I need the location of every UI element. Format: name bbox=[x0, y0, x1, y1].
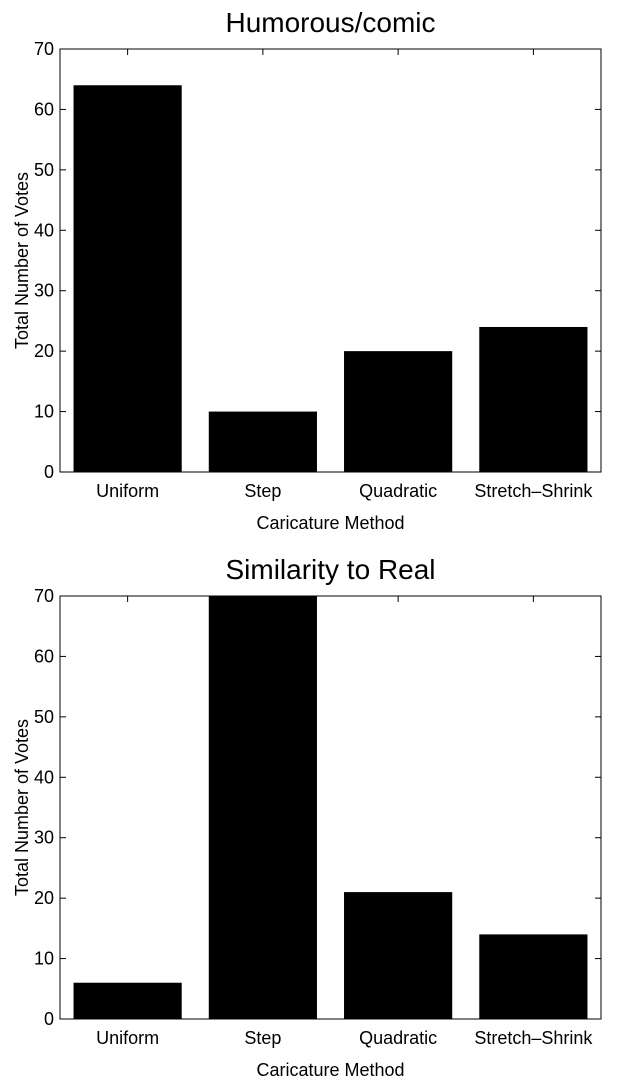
bars bbox=[73, 85, 588, 472]
bars bbox=[73, 596, 588, 1019]
y-tick-label: 10 bbox=[34, 949, 54, 969]
x-tick-label: Uniform bbox=[96, 1028, 159, 1048]
y-axis-label: Total Number of Votes bbox=[12, 719, 32, 896]
y-tick-label: 0 bbox=[44, 1009, 54, 1029]
bar-uniform bbox=[73, 982, 182, 1019]
plot-frame bbox=[59, 48, 602, 473]
x-axis-label: Caricature Method bbox=[256, 513, 404, 533]
y-tick-label: 20 bbox=[34, 888, 54, 908]
x-tick-label: Uniform bbox=[96, 481, 159, 501]
bar-step bbox=[208, 596, 317, 1019]
chart-title: Similarity to Real bbox=[225, 554, 435, 585]
bar-step bbox=[208, 411, 317, 472]
x-tick-label: Step bbox=[244, 481, 281, 501]
y-axis-label: Total Number of Votes bbox=[12, 172, 32, 349]
y-tick-label: 50 bbox=[34, 707, 54, 727]
y-tick-label: 30 bbox=[34, 281, 54, 301]
x-axis-label: Caricature Method bbox=[256, 1060, 404, 1080]
bar-quadratic bbox=[344, 892, 453, 1019]
x-tick-label: Stretch–Shrink bbox=[474, 481, 593, 501]
chart-similarity-to-real: Similarity to Real Caricature Method Tot… bbox=[12, 554, 602, 1080]
y-tick-label: 20 bbox=[34, 341, 54, 361]
x-tick-label: Quadratic bbox=[359, 1028, 437, 1048]
bar-quadratic bbox=[344, 351, 453, 472]
bar-stretch-shrink bbox=[479, 326, 588, 472]
x-tick-label: Stretch–Shrink bbox=[474, 1028, 593, 1048]
y-tick-label: 10 bbox=[34, 402, 54, 422]
chart-title: Humorous/comic bbox=[225, 7, 435, 38]
x-tick-label: Quadratic bbox=[359, 481, 437, 501]
y-tick-label: 60 bbox=[34, 99, 54, 119]
axis-ticks: 0 10 20 30 40 50 60 70 Uniform Step Quadratic Stret… bbox=[34, 586, 601, 1048]
y-tick-label: 40 bbox=[34, 220, 54, 240]
y-tick-label: 60 bbox=[34, 646, 54, 666]
y-tick-label: 40 bbox=[34, 767, 54, 787]
y-tick-label: 50 bbox=[34, 160, 54, 180]
y-tick-label: 70 bbox=[34, 39, 54, 59]
chart-humorous-comic: Humorous/comic Caricature Method Total N… bbox=[12, 7, 602, 533]
axis-ticks: 0 10 20 30 40 50 60 70 Uniform Step Quadratic Stret… bbox=[34, 39, 601, 501]
bar-stretch-shrink bbox=[479, 934, 588, 1019]
x-tick-label: Step bbox=[244, 1028, 281, 1048]
y-tick-label: 0 bbox=[44, 462, 54, 482]
y-tick-label: 70 bbox=[34, 586, 54, 606]
bar-uniform bbox=[73, 85, 182, 472]
plot-frame bbox=[59, 595, 602, 1020]
y-tick-label: 30 bbox=[34, 828, 54, 848]
